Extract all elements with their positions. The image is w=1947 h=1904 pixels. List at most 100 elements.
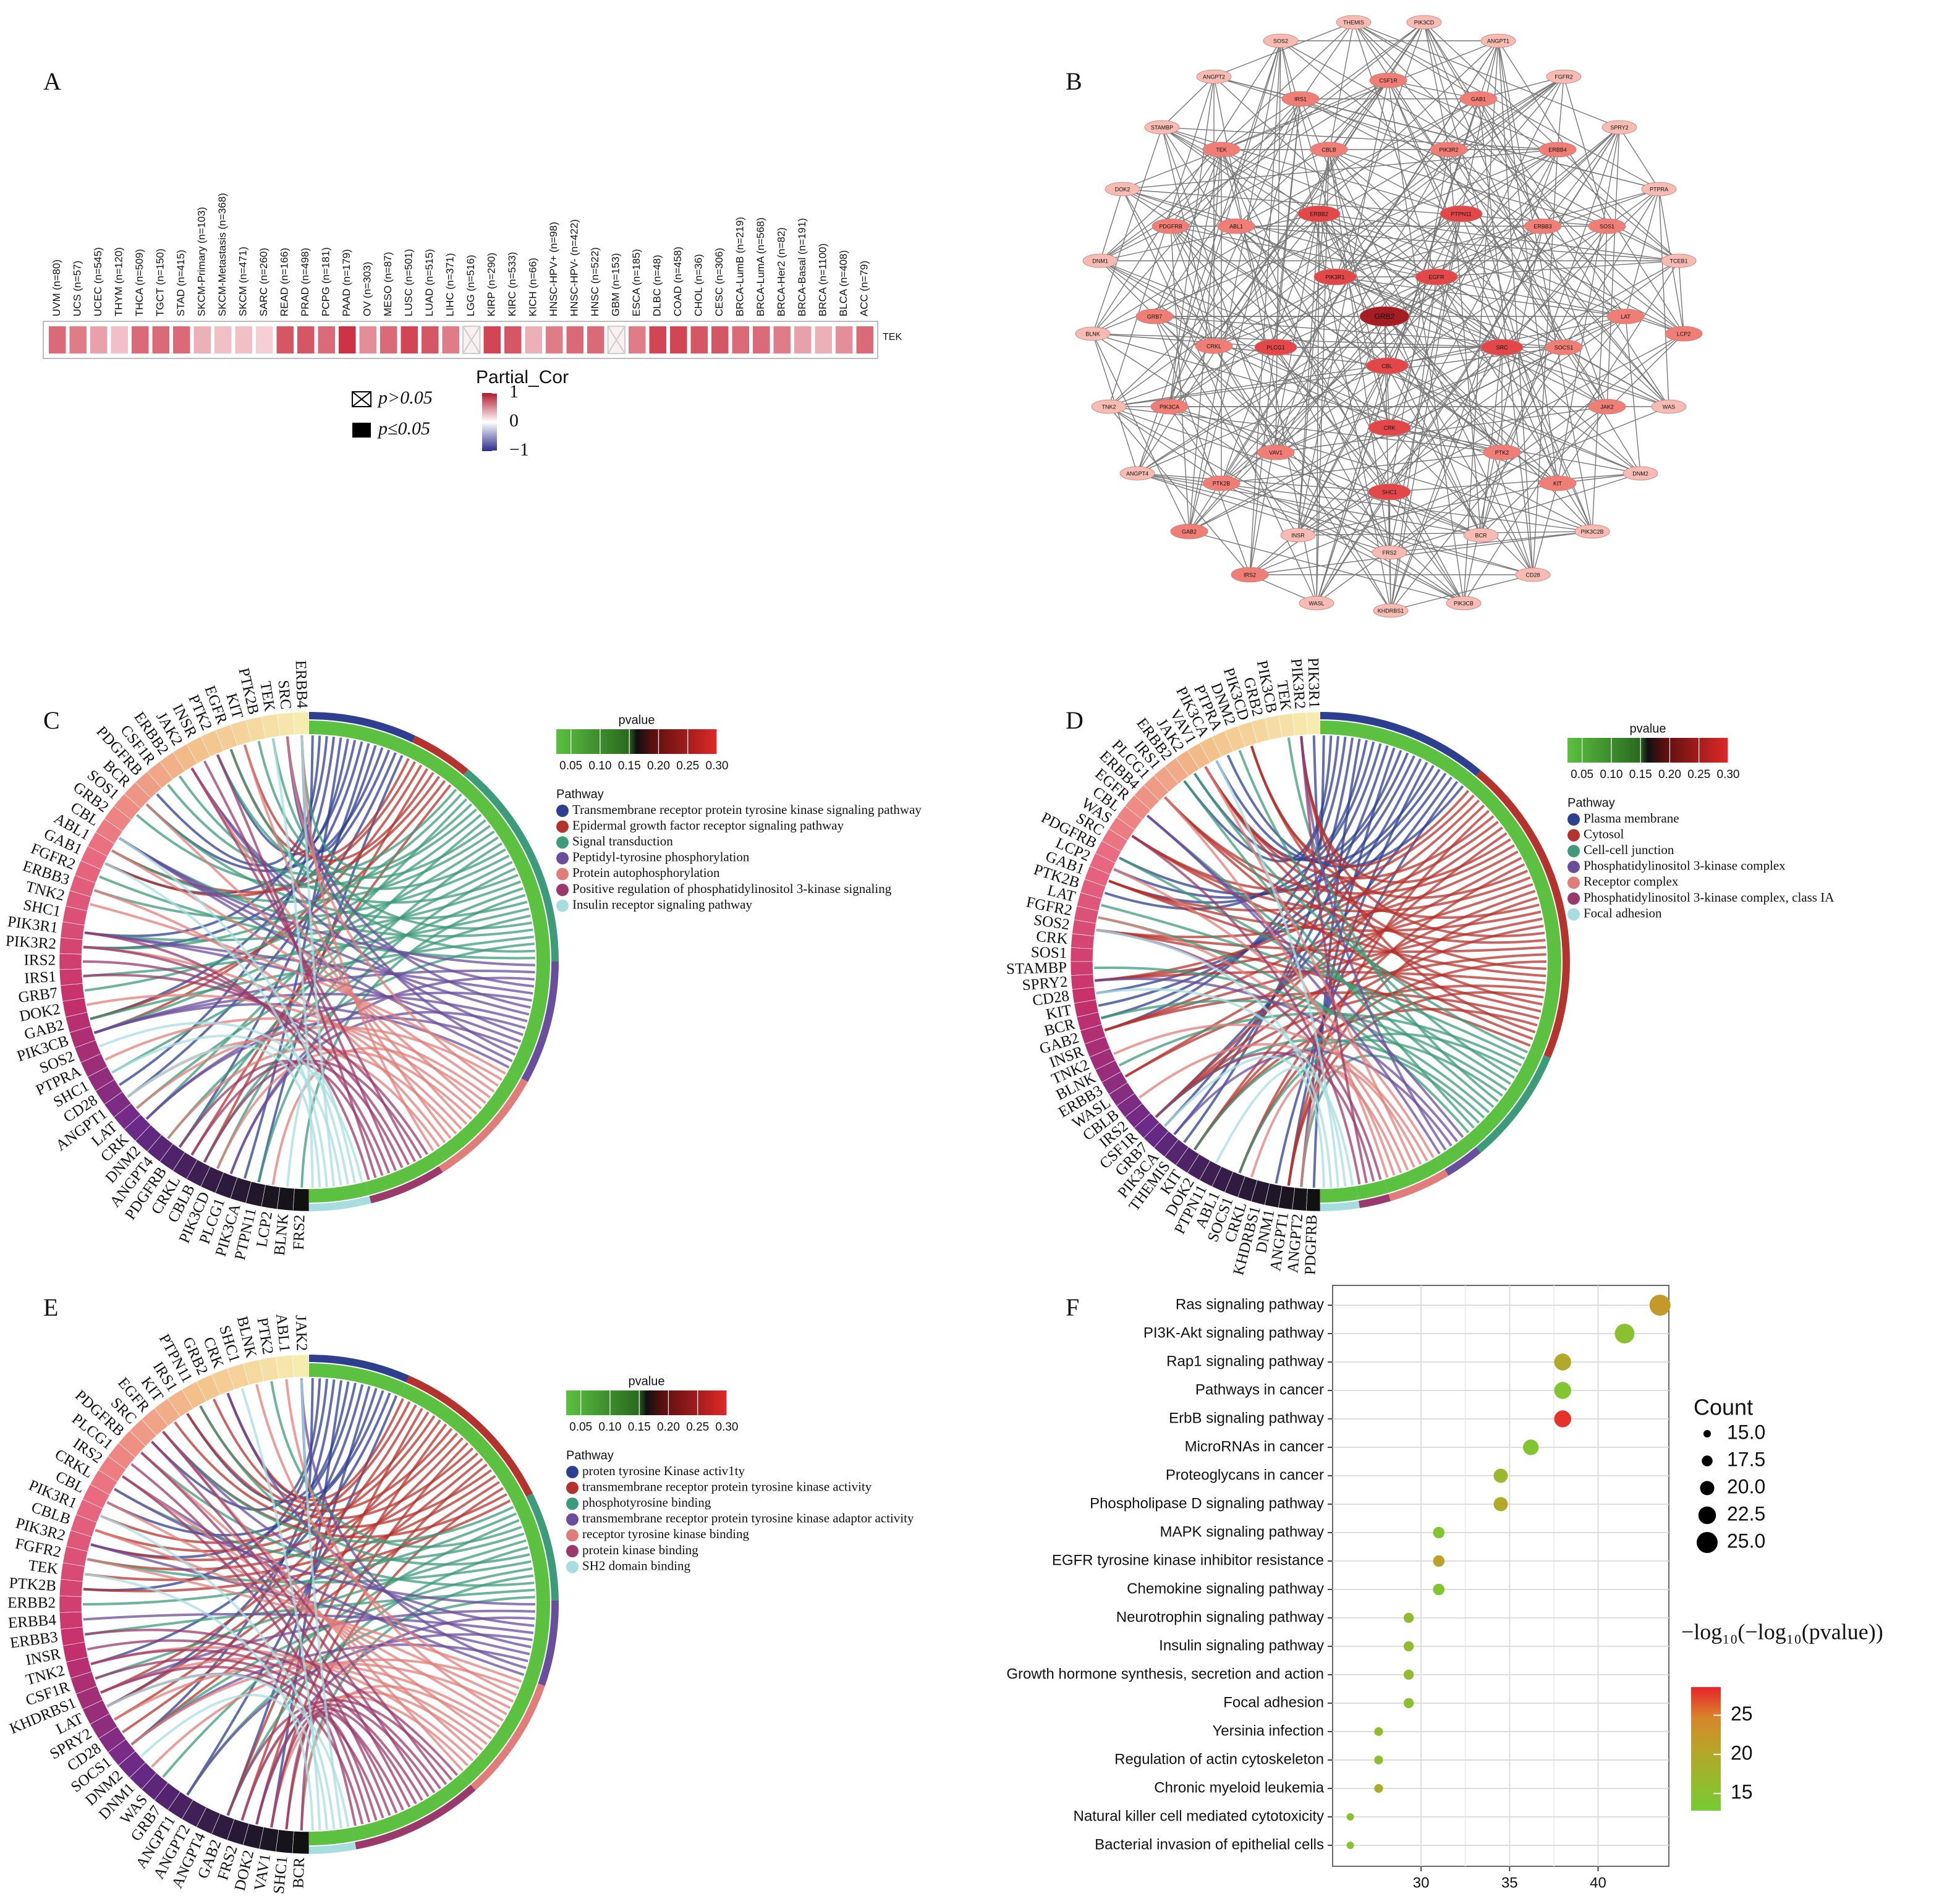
column-label: ACC (n=79) — [859, 261, 870, 316]
edge — [1122, 149, 1558, 190]
ribbon — [130, 1463, 391, 1816]
edge — [1221, 80, 1389, 150]
legend-title: Pathway — [1567, 796, 1615, 810]
gene-segment — [135, 771, 162, 799]
size-legend-label: 15.0 — [1727, 1421, 1765, 1443]
node-label: PIK3C2B — [1580, 528, 1603, 535]
edge — [1236, 98, 1479, 227]
ribbon — [114, 1662, 500, 1728]
node-label: ERBB3 — [1533, 223, 1552, 229]
size-legend-label: 22.5 — [1727, 1502, 1765, 1525]
column-label: PCPG (n=181) — [320, 247, 332, 316]
edge — [1100, 188, 1123, 261]
column-label: THYM (n=120) — [113, 247, 125, 316]
y-tick-label: Focal adhesion — [1223, 1694, 1324, 1711]
edge — [1275, 276, 1336, 348]
size-legend-label: 20.0 — [1727, 1475, 1765, 1497]
edge — [1122, 188, 1385, 317]
edge — [1389, 531, 1593, 553]
gene-segment — [74, 860, 101, 884]
ribbon — [130, 1567, 533, 1746]
gene-segment — [186, 736, 211, 764]
cell — [173, 326, 190, 353]
node — [1195, 338, 1233, 354]
gene-segment — [1143, 1122, 1169, 1148]
cell — [546, 326, 563, 353]
cell — [318, 326, 335, 353]
edge — [1249, 40, 1281, 575]
edge — [1154, 316, 1250, 575]
ribbon — [286, 736, 499, 1087]
edge — [1108, 406, 1482, 536]
edge — [1563, 347, 1669, 407]
edge — [1388, 80, 1558, 484]
node-label: PDGFRB — [1159, 223, 1182, 229]
edge — [1542, 226, 1684, 334]
gene-segment — [1070, 961, 1093, 976]
gene-segment — [1124, 795, 1152, 820]
edge — [1316, 40, 1499, 604]
column-label: SARC (n=260) — [258, 248, 269, 316]
cell-cross — [462, 326, 481, 354]
edge — [1213, 345, 1391, 611]
gene-segment — [124, 1114, 151, 1141]
gene-segment — [74, 1039, 101, 1063]
node — [1480, 339, 1524, 356]
gene-segment — [215, 1172, 238, 1199]
edge — [1161, 127, 1276, 453]
colorbar — [566, 1390, 727, 1415]
cell — [401, 326, 418, 353]
colorbar-tick-label: 0.10 — [588, 759, 611, 772]
row-label: TEK — [883, 332, 902, 342]
ribbon — [271, 738, 314, 1188]
cell — [815, 326, 832, 353]
cell — [193, 326, 211, 353]
pathway-pvalue-band — [512, 1497, 550, 1601]
gene-segment — [60, 983, 85, 1002]
gene-segment — [1175, 750, 1200, 777]
edge — [1532, 483, 1558, 575]
edge — [1221, 149, 1464, 604]
node — [1082, 253, 1118, 268]
gene-label: SPRY2 — [1022, 973, 1069, 994]
legend-label: protein kinase binding — [582, 1542, 698, 1557]
edge — [1170, 226, 1390, 428]
edge — [1480, 333, 1684, 536]
ribbon — [84, 735, 328, 937]
pathway-arc — [1475, 1055, 1551, 1153]
ribbon — [114, 1437, 464, 1721]
node-label: VAV1 — [1269, 449, 1283, 455]
edge — [1498, 40, 1558, 484]
node — [1546, 69, 1582, 84]
edge — [1189, 98, 1301, 532]
column-label: BLCA (n=408) — [838, 250, 849, 316]
edge — [1092, 98, 1301, 334]
edge — [1389, 473, 1641, 493]
edge — [1213, 188, 1660, 347]
node-label: FGFR2 — [1555, 74, 1573, 80]
edge — [1169, 276, 1336, 407]
column-label: CHOL (n=36) — [693, 254, 705, 316]
edge — [1249, 406, 1669, 575]
colorbar-tick-label: 0.20 — [1658, 768, 1681, 781]
ribbon — [140, 1452, 411, 1808]
pathway-arc — [526, 1493, 559, 1601]
gene-segment — [65, 890, 91, 912]
legend-cross — [352, 391, 371, 407]
column-label: BRCA-LumB (n=219) — [734, 217, 746, 316]
column-label: BRCA-Basal (n=191) — [796, 218, 808, 316]
column-label: KICH (n=66) — [527, 258, 539, 316]
ribbon — [94, 836, 499, 1035]
ribbon — [1104, 826, 1503, 1032]
node — [1545, 339, 1583, 355]
edge — [1236, 226, 1388, 366]
ribbon — [95, 1529, 514, 1703]
edge — [1625, 188, 1660, 317]
gene-segment — [1250, 717, 1270, 743]
cell — [836, 326, 853, 353]
legend-label: Peptidyl-tyrosine phosphorylation — [572, 850, 750, 865]
gene-segment — [80, 1053, 108, 1078]
ribbon — [106, 1390, 384, 1537]
gene-segment — [1071, 974, 1095, 990]
legend-label: Cell-cell junction — [1584, 842, 1674, 857]
